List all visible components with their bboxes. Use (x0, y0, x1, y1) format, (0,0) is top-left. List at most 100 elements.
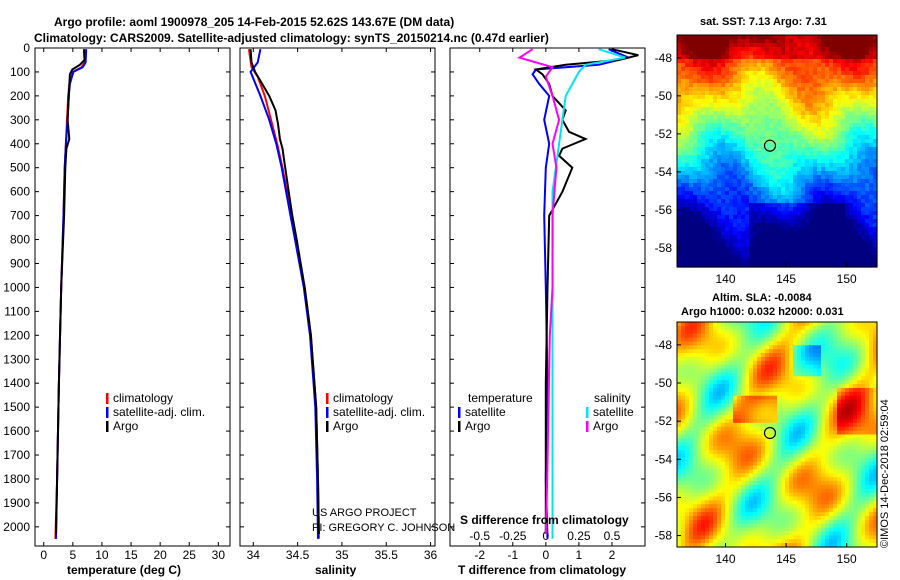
heatmap-cell (713, 211, 718, 216)
heatmap-cell (821, 387, 826, 393)
heatmap-cell (697, 203, 702, 208)
heatmap-cell (853, 95, 858, 100)
heatmap-cell (713, 364, 718, 370)
heatmap-cell (757, 407, 762, 412)
heatmap-cell (685, 59, 690, 64)
heatmap-cell (681, 171, 686, 176)
heatmap-cell (841, 79, 846, 84)
heatmap-cell (717, 461, 722, 467)
heatmap-cell (865, 107, 870, 112)
heatmap-cell (821, 39, 826, 44)
heatmap-cell (777, 83, 782, 88)
heatmap-cell (857, 422, 862, 428)
heatmap-cell (733, 391, 738, 397)
heatmap-cell (785, 372, 790, 377)
heatmap-cell (701, 151, 706, 156)
heatmap-cell (845, 446, 850, 451)
heatmap-cell (717, 422, 722, 428)
heatmap-cell (737, 457, 742, 463)
heatmap-cell (781, 55, 786, 60)
heatmap-cell (761, 167, 766, 172)
heatmap-cell (693, 239, 698, 244)
heatmap-cell (825, 353, 830, 358)
heatmap-cell (677, 251, 682, 256)
heatmap-cell (797, 415, 802, 420)
heatmap-cell (737, 131, 742, 136)
heatmap-cell (865, 430, 870, 436)
heatmap-cell (789, 103, 794, 108)
heatmap-cell (853, 434, 858, 439)
heatmap-cell (869, 55, 874, 60)
heatmap-cell (761, 422, 766, 428)
heatmap-cell (729, 151, 734, 156)
heatmap-cell (861, 422, 866, 428)
heatmap-cell (857, 187, 862, 192)
heatmap-cell (805, 123, 810, 128)
heatmap-cell (737, 411, 742, 416)
heatmap-cell (793, 407, 798, 412)
heatmap-cell (677, 368, 682, 374)
heatmap-cell (729, 67, 734, 72)
heatmap-cell (677, 407, 682, 412)
heatmap-cell (797, 231, 802, 236)
heatmap-cell (741, 255, 746, 260)
heatmap-cell (777, 407, 782, 412)
heatmap-cell (725, 430, 730, 436)
heatmap-cell (789, 207, 794, 212)
heatmap-cell (869, 127, 874, 132)
heatmap-cell (869, 131, 874, 136)
heatmap-cell (865, 91, 870, 96)
heatmap-cell (853, 47, 858, 52)
heatmap-cell (781, 175, 786, 180)
heatmap-cell (677, 123, 682, 128)
heatmap-cell (785, 227, 790, 232)
heatmap-cell (705, 79, 710, 84)
heatmap-cell (837, 399, 842, 405)
heatmap-cell (749, 403, 754, 408)
heatmap-cell (865, 395, 870, 401)
heatmap-cell (717, 243, 722, 248)
heatmap-cell (689, 251, 694, 256)
heatmap-cell (701, 223, 706, 228)
heatmap-cell (693, 175, 698, 180)
heatmap-cell (841, 450, 846, 455)
heatmap-cell (825, 51, 830, 56)
difference-series (516, 48, 639, 539)
heatmap-cell (801, 376, 806, 381)
heatmap-cell (873, 387, 878, 393)
heatmap-cell (789, 215, 794, 220)
heatmap-cell (709, 333, 714, 339)
heatmap-cell (873, 356, 878, 362)
heatmap-cell (809, 239, 814, 244)
heatmap-cell (721, 453, 726, 459)
heatmap-cell (753, 353, 758, 358)
heatmap-cell (709, 384, 714, 389)
heatmap-cell (685, 322, 690, 327)
heatmap-cell (717, 79, 722, 84)
heatmap-cell (729, 191, 734, 196)
heatmap-cell (725, 187, 730, 192)
heatmap-cell (865, 372, 870, 377)
heatmap-cell (785, 167, 790, 172)
heatmap-cell (741, 79, 746, 84)
heatmap-cell (761, 255, 766, 260)
difference-panel: -2 -1 0 1 2 -0.5 -0.25 0 0.25 0.5 temperature sal… (449, 47, 646, 577)
heatmap-cell (773, 333, 778, 339)
heatmap-cell (769, 372, 774, 377)
heatmap-cell (745, 372, 750, 377)
heatmap-cell (697, 59, 702, 64)
heatmap-cell (861, 59, 866, 64)
heatmap-cell (873, 430, 878, 436)
heatmap-cell (785, 426, 790, 432)
heatmap-cell (857, 147, 862, 152)
heatmap-cell (697, 219, 702, 224)
heatmap-cell (685, 63, 690, 68)
heatmap-cell (769, 407, 774, 412)
heatmap-cell (693, 235, 698, 240)
heatmap-cell (789, 127, 794, 132)
heatmap-cell (713, 59, 718, 64)
heatmap-cell (857, 119, 862, 124)
heatmap-cell (761, 364, 766, 370)
heatmap-cell (721, 434, 726, 439)
heatmap-cell (769, 399, 774, 405)
